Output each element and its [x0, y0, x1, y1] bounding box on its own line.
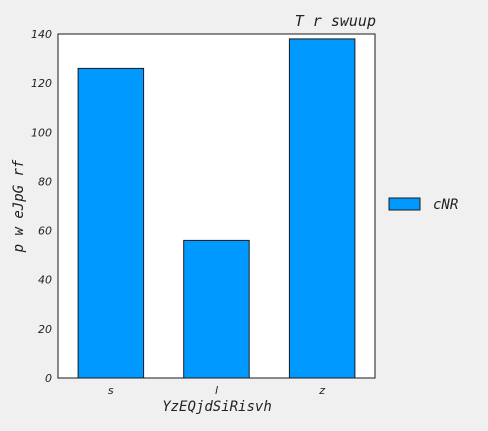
y-axis-label: p w eJpG rf	[11, 159, 27, 253]
bar-l	[183, 239, 250, 379]
y-tick-label: 20	[38, 323, 52, 336]
legend-swatch	[388, 197, 421, 211]
y-tick-label: 140	[31, 28, 52, 41]
y-tick-label: 120	[31, 77, 52, 90]
bar-s	[77, 67, 145, 379]
y-tick-label: 80	[38, 175, 52, 188]
y-tick-label: 40	[38, 274, 52, 287]
x-axis-label: YzEQjdSiRisvh	[162, 399, 272, 415]
y-tick-label: 0	[45, 372, 52, 385]
legend: cNR	[388, 197, 458, 213]
legend-label: cNR	[433, 197, 458, 213]
bar-z	[288, 38, 356, 379]
x-tick-label: z	[318, 384, 325, 397]
x-tick-label: s	[108, 384, 114, 397]
plot-frame	[57, 33, 376, 379]
x-tick-label: l	[215, 384, 218, 397]
bars-group	[77, 38, 356, 379]
chart-title: T r swuup	[295, 12, 376, 30]
y-tick-label: 100	[31, 126, 52, 139]
y-tick-label: 60	[38, 225, 52, 238]
y-axis: 0 20 40 60 80 100 120 140	[31, 28, 52, 385]
